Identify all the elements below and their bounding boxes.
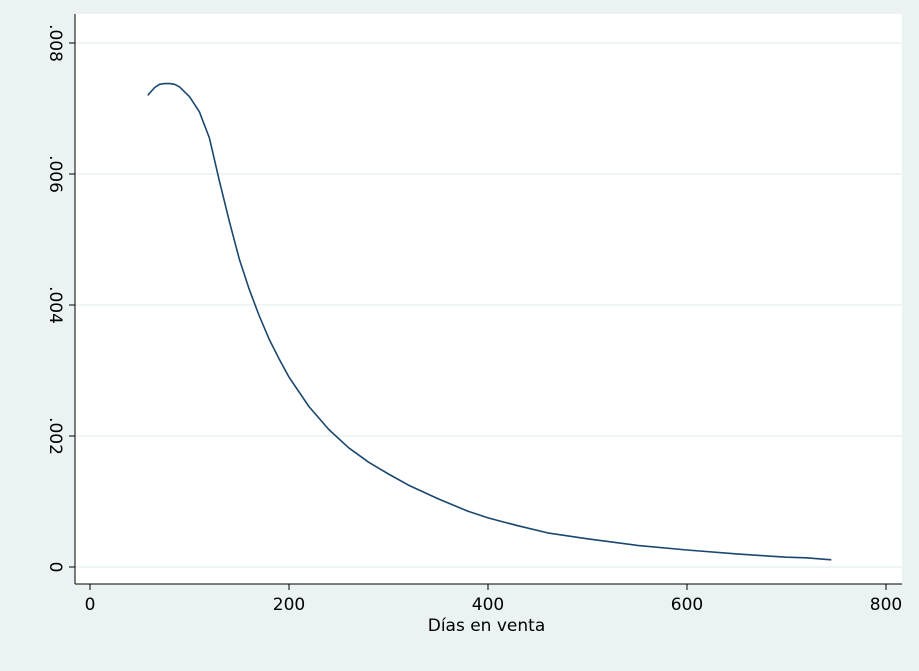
plot-area bbox=[75, 14, 902, 584]
x-tick-label: 600 bbox=[671, 595, 703, 615]
x-tick-label: 400 bbox=[472, 595, 504, 615]
y-tick-label: .006 bbox=[45, 155, 65, 193]
y-tick-label: .004 bbox=[45, 286, 65, 324]
x-tick-label: 200 bbox=[273, 595, 305, 615]
x-axis-title: Días en venta bbox=[428, 616, 546, 636]
axes: 0 .002 .004 .006 .008 0 200 400 600 800 bbox=[45, 14, 902, 615]
y-tick-label: 0 bbox=[45, 562, 65, 573]
grid-lines bbox=[75, 42, 902, 568]
y-tick-label: .008 bbox=[45, 24, 65, 62]
y-tick-label: .002 bbox=[45, 417, 65, 455]
series-line bbox=[147, 82, 832, 561]
x-tick-label: 800 bbox=[870, 595, 902, 615]
series-layer bbox=[147, 82, 832, 561]
x-tick-label: 0 bbox=[85, 595, 96, 615]
